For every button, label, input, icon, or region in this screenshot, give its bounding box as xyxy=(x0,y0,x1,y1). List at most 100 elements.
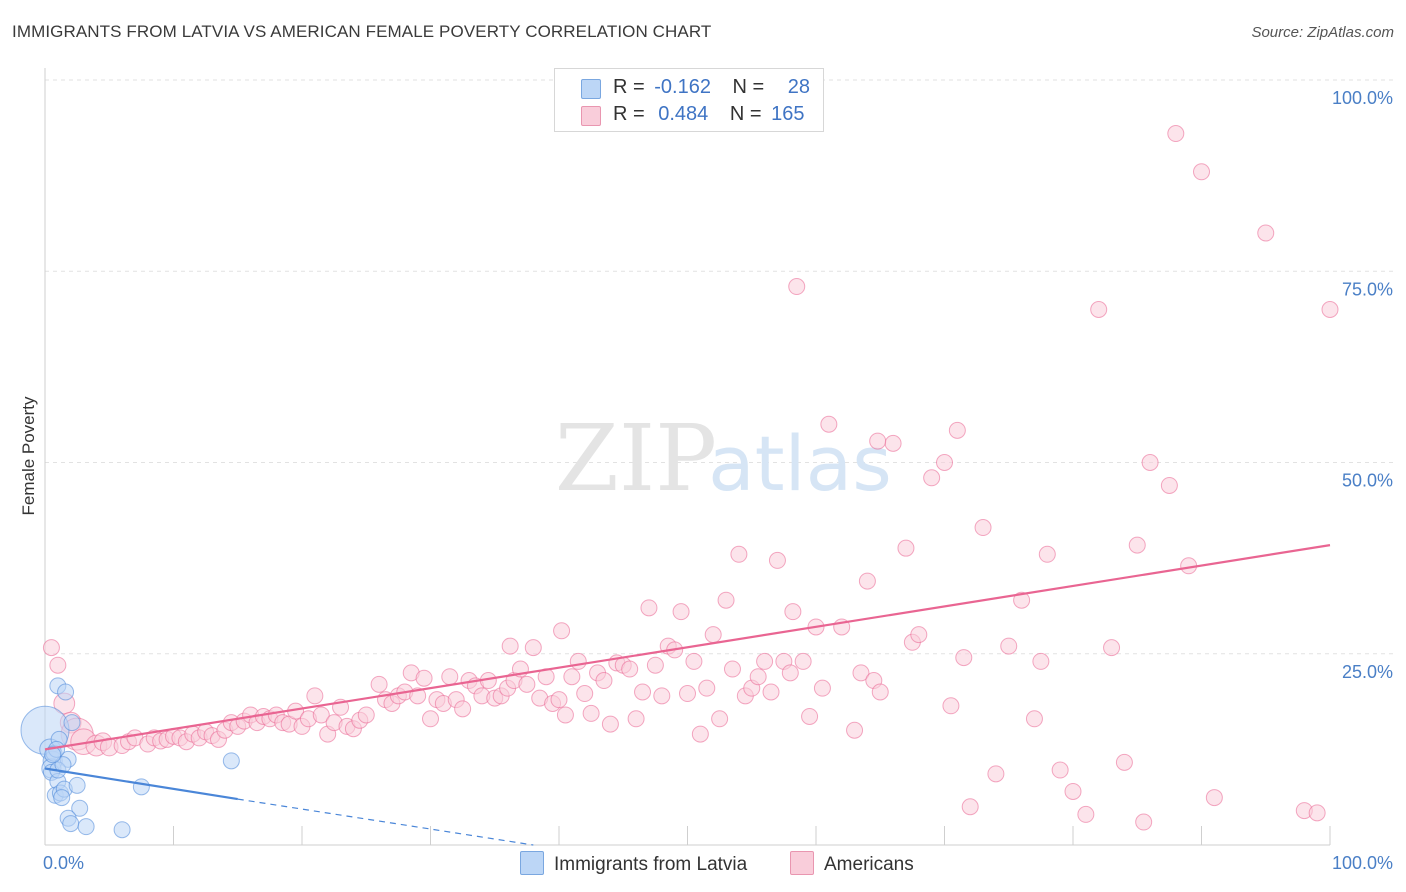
bottom-legend-label-americans: Americans xyxy=(824,854,914,875)
point-americans xyxy=(730,545,748,563)
point-americans xyxy=(762,683,780,701)
point-americans xyxy=(910,626,928,644)
point-americans xyxy=(1077,805,1095,823)
point-americans xyxy=(704,626,722,644)
point-latvia xyxy=(71,799,89,817)
point-americans xyxy=(370,675,388,693)
trend-line-latvia-extension xyxy=(237,798,534,846)
point-americans xyxy=(756,652,774,670)
source-label: Source: ZipAtlas.com xyxy=(1251,24,1394,41)
trend-line-latvia xyxy=(44,767,238,801)
point-latvia xyxy=(132,778,150,796)
point-americans xyxy=(1115,753,1133,771)
point-americans xyxy=(556,706,574,724)
point-americans xyxy=(784,603,802,621)
point-americans xyxy=(524,639,542,657)
legend-r-value: -0.162 xyxy=(654,76,711,98)
point-americans xyxy=(1128,536,1146,554)
point-latvia xyxy=(68,776,86,794)
y-tick-label: 50.0% xyxy=(1342,471,1393,491)
legend-swatch-americans xyxy=(581,106,601,126)
bottom-legend-label-latvia: Immigrants from Latvia xyxy=(554,854,748,875)
point-americans xyxy=(1321,301,1339,318)
point-americans xyxy=(415,669,433,687)
point-americans xyxy=(454,700,472,718)
point-americans xyxy=(576,685,594,703)
point-americans xyxy=(1193,163,1210,181)
point-americans xyxy=(1000,637,1018,655)
y-tick-label: 75.0% xyxy=(1342,279,1393,299)
point-americans xyxy=(646,656,664,674)
point-americans xyxy=(312,706,330,724)
point-americans xyxy=(685,652,703,670)
point-americans xyxy=(569,652,587,670)
point-americans xyxy=(1025,710,1043,728)
point-americans xyxy=(1090,301,1108,318)
point-americans xyxy=(1013,591,1031,609)
point-americans xyxy=(640,599,658,617)
point-americans xyxy=(1038,545,1056,563)
bottom-legend-swatch-americans xyxy=(790,851,814,875)
point-americans xyxy=(897,539,915,557)
point-americans xyxy=(42,639,60,657)
point-americans xyxy=(621,660,639,678)
point-americans xyxy=(923,469,941,487)
point-americans xyxy=(942,697,960,715)
point-americans xyxy=(852,664,870,682)
point-americans xyxy=(1308,804,1326,822)
point-latvia xyxy=(62,815,80,833)
point-americans xyxy=(634,683,652,701)
x-tick-label: 100.0% xyxy=(1332,853,1393,873)
legend-r-label: R = xyxy=(613,76,645,98)
point-americans xyxy=(601,715,619,733)
point-americans xyxy=(794,652,812,670)
point-americans xyxy=(1257,224,1275,242)
point-americans xyxy=(357,706,375,724)
point-americans xyxy=(813,679,831,697)
point-americans xyxy=(1064,782,1082,800)
y-tick-label: 25.0% xyxy=(1342,662,1393,682)
point-americans xyxy=(801,707,819,725)
point-americans xyxy=(871,683,889,701)
point-americans xyxy=(679,685,696,703)
bottom-legend-swatch-latvia xyxy=(520,851,544,875)
point-americans xyxy=(691,725,709,743)
point-americans xyxy=(582,704,600,722)
legend-n-value: 165 xyxy=(771,103,805,125)
point-americans xyxy=(306,687,324,705)
point-latvia xyxy=(53,789,71,807)
point-americans xyxy=(672,603,690,621)
point-americans xyxy=(936,454,953,471)
point-americans xyxy=(955,649,973,667)
point-americans xyxy=(1051,761,1069,779)
legend-r-value: 0.484 xyxy=(658,103,709,125)
point-americans xyxy=(711,710,729,728)
point-americans xyxy=(1167,125,1185,143)
point-americans xyxy=(1135,813,1153,831)
point-americans xyxy=(1103,639,1121,657)
y-axis-label: Female Poverty xyxy=(19,396,38,516)
legend-n-value: 28 xyxy=(787,76,811,98)
point-americans xyxy=(820,415,838,433)
point-americans xyxy=(550,691,568,709)
point-americans xyxy=(846,721,864,739)
point-latvia xyxy=(44,746,62,764)
point-latvia xyxy=(77,818,95,836)
point-americans xyxy=(553,622,571,640)
y-tick-label: 100.0% xyxy=(1332,88,1393,108)
x-tick-label: 0.0% xyxy=(43,853,84,873)
point-americans xyxy=(518,675,536,693)
legend-n-label: N = xyxy=(729,103,762,125)
trend-lines xyxy=(44,544,1331,846)
point-americans xyxy=(563,668,581,686)
point-americans xyxy=(974,519,992,537)
chart-title: IMMIGRANTS FROM LATVIA VS AMERICAN FEMAL… xyxy=(12,22,712,41)
point-americans xyxy=(948,421,966,439)
trend-line-americans xyxy=(44,544,1331,751)
point-americans xyxy=(441,668,459,686)
bottom-legend-latvia: Immigrants from Latvia xyxy=(520,851,747,876)
point-latvia xyxy=(54,756,72,774)
watermark-atlas: atlas xyxy=(708,419,892,508)
point-americans xyxy=(501,637,519,655)
